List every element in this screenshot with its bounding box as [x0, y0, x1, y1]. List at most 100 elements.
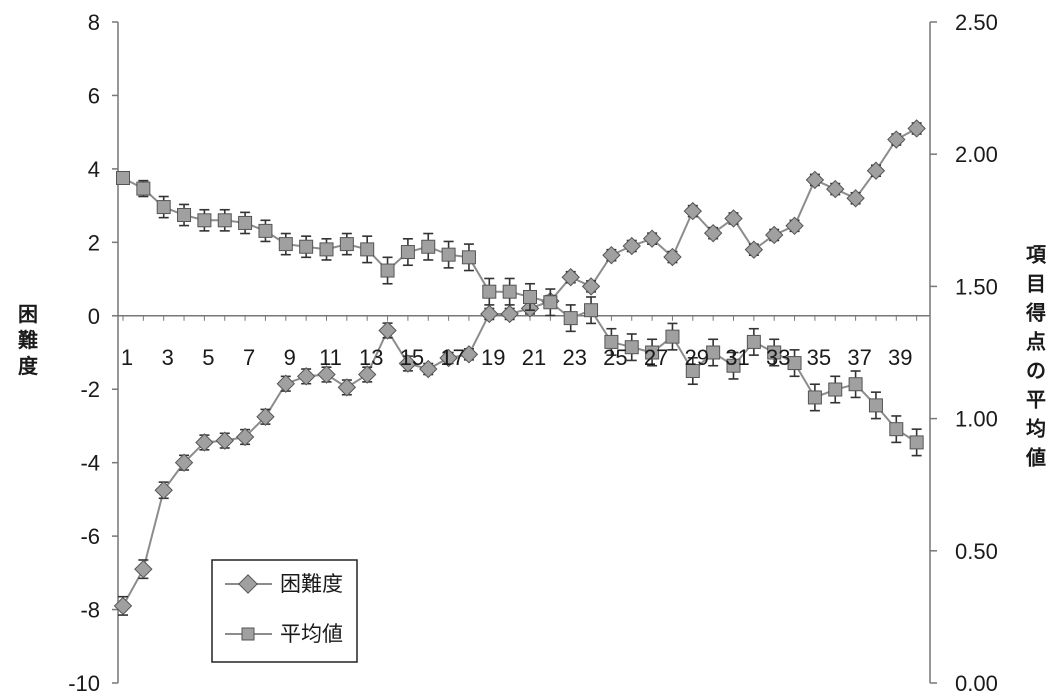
data-point [683, 201, 702, 221]
data-point [339, 237, 354, 252]
data-point [846, 189, 865, 208]
data-point [319, 242, 334, 257]
data-point [195, 433, 214, 452]
data-point [439, 348, 458, 368]
data-point [378, 321, 397, 340]
data-point [645, 345, 660, 360]
data-point [197, 213, 212, 228]
legend-box [211, 559, 358, 663]
data-point [113, 596, 133, 616]
data-point [235, 427, 255, 447]
data-point [256, 407, 275, 426]
data-point [500, 304, 519, 324]
x-tick-label: 7 [243, 345, 255, 370]
y2-tick-label: 1.00 [955, 407, 998, 432]
x-tick-label: 39 [888, 345, 912, 370]
data-point [767, 345, 782, 360]
data-point [156, 200, 171, 215]
series-2 [116, 170, 924, 457]
data-point [380, 263, 395, 278]
data-point [215, 431, 234, 450]
data-point [663, 247, 682, 267]
x-tick-label: 29 [685, 345, 709, 370]
data-point [400, 245, 415, 260]
data-point [724, 209, 743, 228]
y2-tick-label: 1.50 [955, 274, 998, 299]
legend-label-series-1: 困難度 [280, 572, 343, 596]
data-point [337, 378, 357, 397]
data-point [805, 170, 825, 190]
data-point [602, 245, 621, 265]
series-layer [113, 119, 926, 616]
y-tick-label: 6 [88, 83, 100, 108]
series-1 [113, 119, 926, 616]
data-point [398, 354, 418, 373]
data-point [622, 236, 641, 256]
data-point [258, 223, 273, 238]
legend: 困難度 平均値 [211, 559, 358, 663]
data-point [889, 422, 904, 437]
data-point [317, 365, 336, 384]
y2-tick-label: 2.50 [955, 10, 998, 35]
y-tick-label: 0 [88, 304, 100, 329]
data-point [459, 345, 479, 364]
data-point [604, 334, 619, 349]
data-point [868, 398, 883, 413]
x-tick-label: 11 [319, 345, 342, 370]
x-tick-label: 1 [121, 345, 133, 370]
legend-marker-series-1 [238, 574, 258, 594]
data-point [360, 242, 375, 257]
y-tick-label: 2 [88, 230, 100, 255]
data-point [866, 161, 886, 180]
data-point [584, 303, 599, 318]
data-point [217, 213, 232, 228]
x-tick-label: 21 [522, 345, 546, 370]
data-point [134, 559, 153, 579]
x-tick-label: 13 [359, 345, 383, 370]
data-point [563, 311, 578, 326]
data-point [703, 223, 723, 243]
data-point [706, 345, 721, 360]
data-point [174, 453, 194, 472]
data-point [581, 277, 601, 296]
series-line [122, 177, 918, 444]
data-point [887, 130, 906, 149]
data-point [848, 377, 863, 392]
data-point [136, 181, 151, 196]
data-point [177, 208, 192, 223]
x-tick-label: 37 [847, 345, 871, 370]
data-point [116, 170, 130, 185]
y-tick-label: -6 [80, 524, 100, 549]
y-tick-label: 4 [88, 157, 100, 182]
x-tick-label: 5 [202, 345, 214, 370]
y-tick-label: -2 [80, 377, 100, 402]
data-point [685, 364, 700, 379]
x-tick-label: 35 [807, 345, 831, 370]
data-point [238, 215, 253, 230]
data-point [421, 239, 436, 254]
data-point [480, 304, 499, 324]
data-point [296, 367, 316, 386]
data-point [909, 435, 924, 450]
data-point [624, 340, 639, 355]
y-tick-label: -8 [80, 598, 100, 623]
x-tick-label: 19 [481, 345, 505, 370]
data-point [358, 365, 377, 384]
data-point [299, 239, 314, 254]
y-tick-label: -10 [68, 671, 100, 693]
x-tick-label: 27 [644, 345, 668, 370]
axes [112, 21, 937, 684]
y2-tick-label: 0.50 [955, 539, 998, 564]
x-tick-label: 25 [603, 345, 627, 370]
data-point [642, 229, 662, 248]
data-point [419, 359, 438, 379]
data-point [726, 358, 741, 373]
legend-label-series-2: 平均値 [280, 622, 343, 646]
y-tick-label: 8 [88, 10, 100, 35]
data-point [543, 295, 558, 310]
data-point [746, 334, 761, 349]
data-point [765, 225, 784, 245]
x-tick-label: 17 [440, 345, 464, 370]
y2-tick-label: 0.00 [955, 671, 998, 693]
x-tick-label: 9 [284, 345, 296, 370]
